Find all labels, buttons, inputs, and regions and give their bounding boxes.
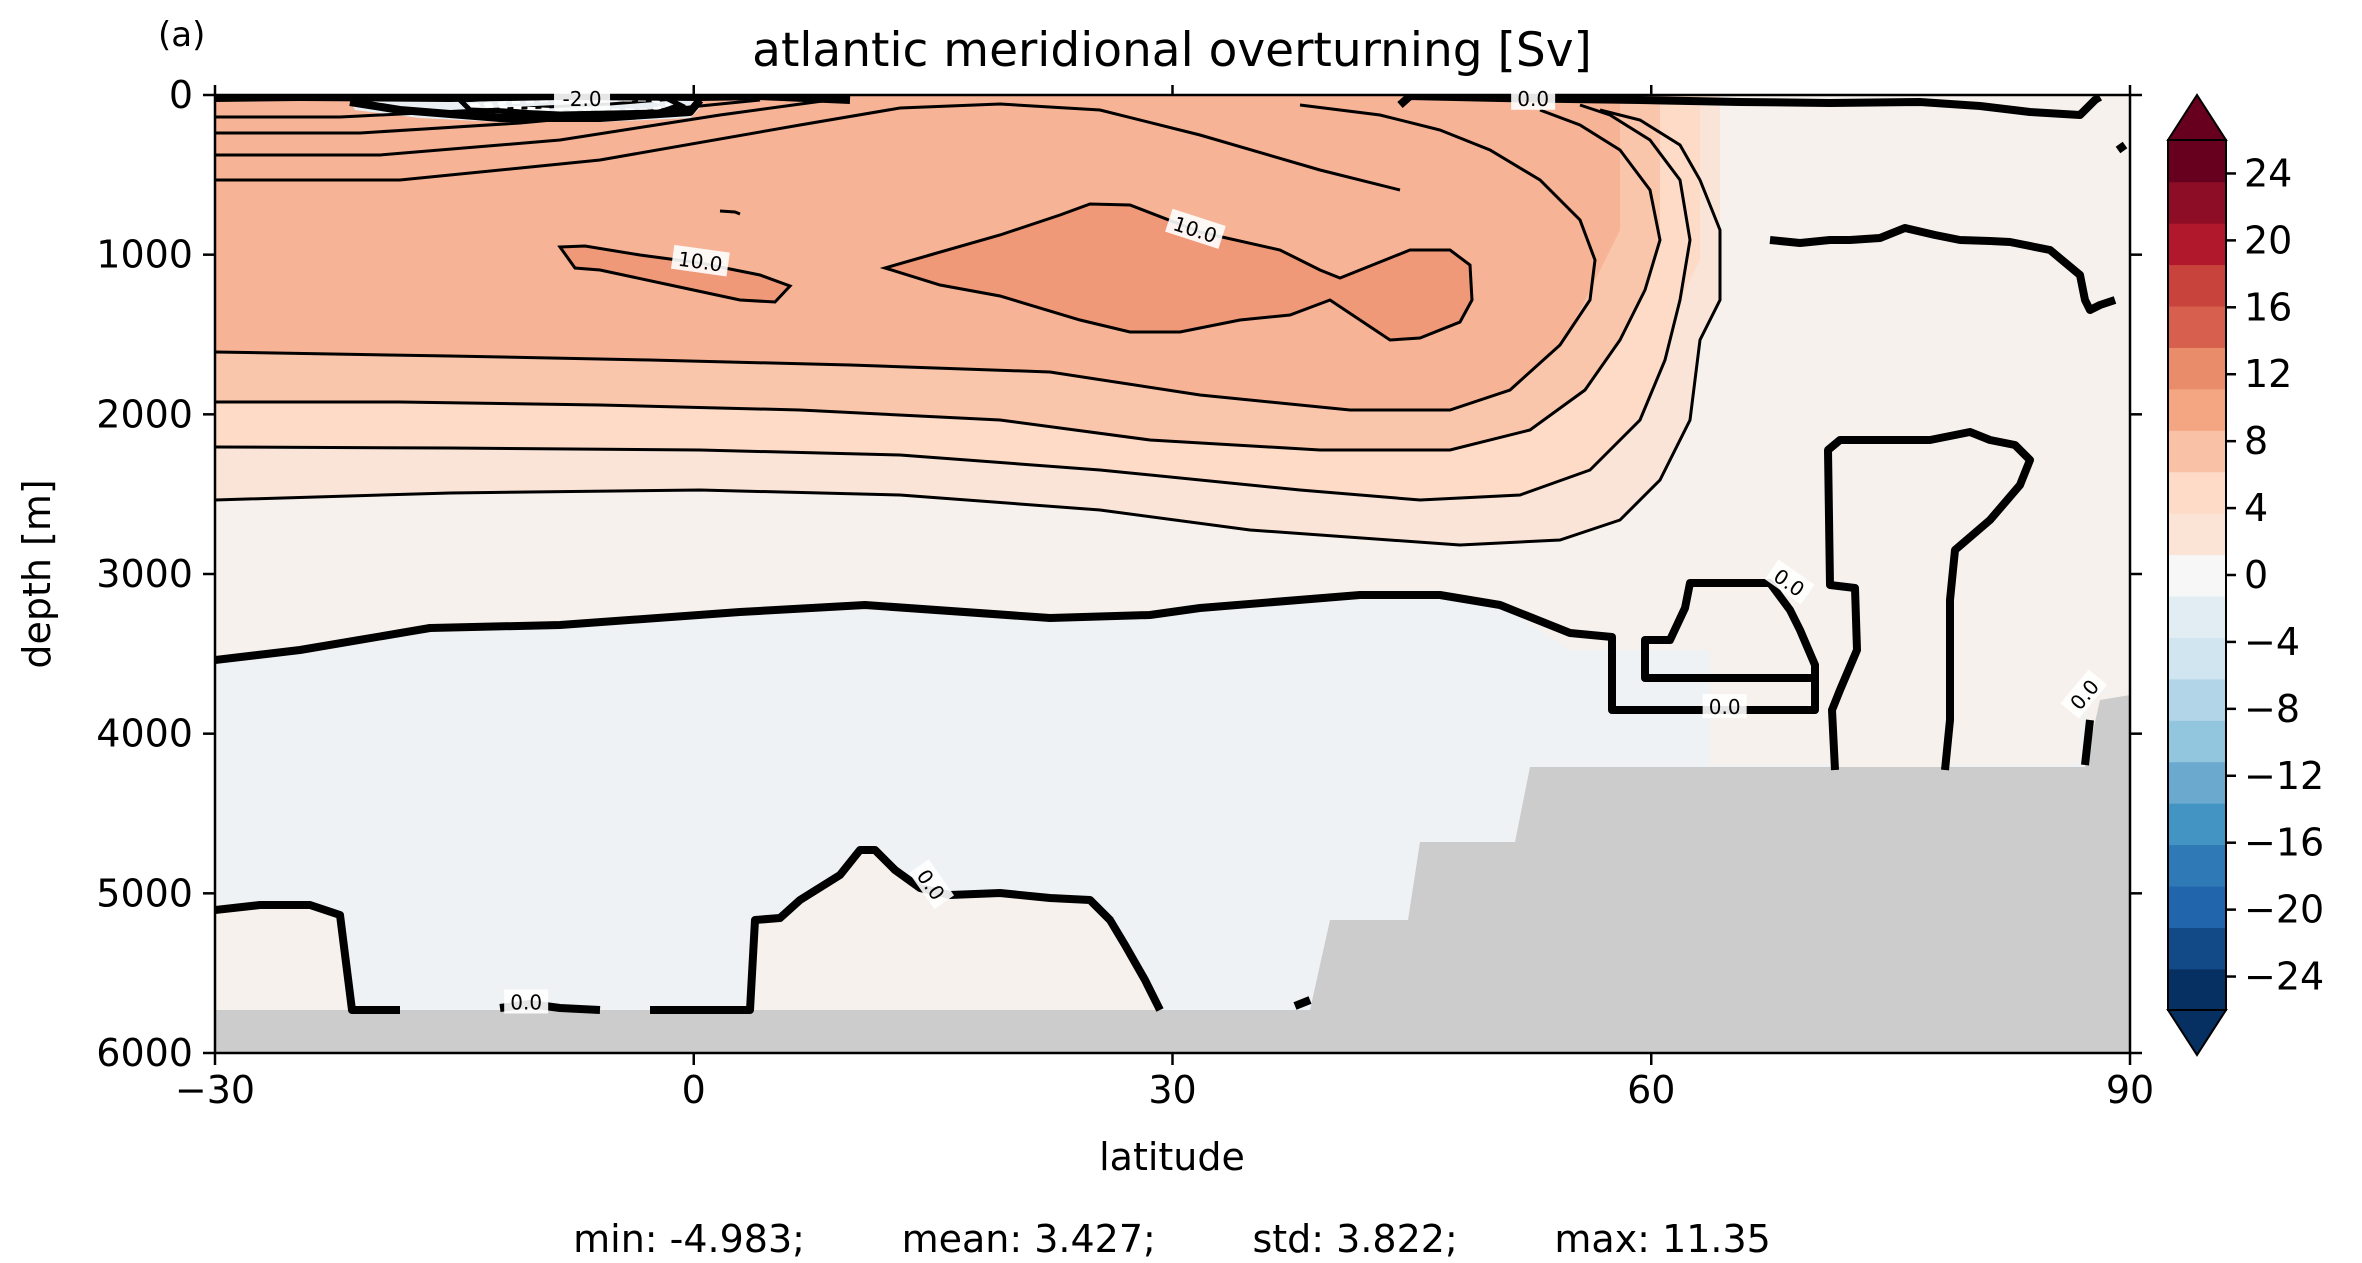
colorbar: 24 20 16 12 8 4 0 −4 −8 −12 −16 −20 −24 <box>2166 93 2324 1057</box>
deep-positive-cell <box>755 850 1160 1010</box>
contour-label-bg <box>1702 694 1747 719</box>
colorbar-tick-label: −4 <box>2244 620 2300 664</box>
colorbar-band <box>2168 554 2226 597</box>
colorbar-band <box>2168 388 2226 431</box>
x-tick-label: −30 <box>175 1068 255 1112</box>
x-tick-label: 60 <box>1627 1068 1675 1112</box>
x-axis-label: latitude <box>1099 1135 1245 1179</box>
contour-label-text: -2.0 <box>563 87 602 111</box>
y-tick-label: 4000 <box>96 712 193 756</box>
colorbar-band <box>2168 430 2226 473</box>
colorbar-band <box>2168 885 2226 928</box>
contour-band-10 <box>885 204 1472 340</box>
y-tick-label: 1000 <box>96 233 193 277</box>
colorbar-tick-label: 12 <box>2244 352 2292 396</box>
colorbar-band <box>2168 140 2226 183</box>
colorbar-tick-label: −16 <box>2244 821 2324 865</box>
contour-label: 0.0 <box>1702 694 1747 719</box>
colorbar-band <box>2168 761 2226 804</box>
contour-label-bg <box>1511 85 1556 110</box>
colorbar-band <box>2168 968 2226 1011</box>
contour-label-bg <box>909 859 955 910</box>
y-axis: 0 1000 2000 3000 4000 5000 6000 <box>96 73 2142 1075</box>
contour-label-bg <box>1764 559 1815 605</box>
panel-label: (a) <box>158 15 205 55</box>
thin-contours <box>215 95 1722 547</box>
colorbar-band <box>2168 222 2226 266</box>
contour-label-bg <box>554 85 611 110</box>
colorbar-tick-label: −24 <box>2244 955 2324 999</box>
north-deep-positive <box>1828 432 2030 770</box>
colorbar-band <box>2168 471 2226 514</box>
plot-area <box>215 95 2130 1053</box>
contour-band-10b <box>560 246 790 302</box>
colorbar-band <box>2168 347 2226 390</box>
colorbar-band <box>2168 720 2226 763</box>
zero-contours <box>215 95 2128 1014</box>
colorbar-band <box>2168 927 2226 970</box>
contour-label-bg <box>504 989 549 1014</box>
y-tick-label: 5000 <box>96 871 193 915</box>
colorbar-tick-label: −8 <box>2244 687 2300 731</box>
colorbar-band <box>2168 595 2226 638</box>
y-tick-label: 2000 <box>96 392 193 436</box>
colorbar-band <box>2168 181 2226 224</box>
contour-label-bg <box>2060 669 2108 719</box>
colorbar-tick-label: 8 <box>2244 419 2268 463</box>
colorbar-tick-label: −20 <box>2244 888 2324 932</box>
contour-label: 0.0 <box>2060 669 2108 719</box>
colorbar-band <box>2168 264 2226 307</box>
contour-label-text: 0.0 <box>1517 87 1549 111</box>
colorbar-extend-max <box>2166 93 2228 141</box>
colorbar-tick-label: 4 <box>2244 486 2268 530</box>
colorbar-tick-label: 0 <box>2244 553 2268 597</box>
land-mask <box>215 695 2130 1053</box>
x-tick-label: 30 <box>1148 1068 1196 1112</box>
contour-band-8 <box>215 95 1620 410</box>
colorbar-band <box>2168 678 2226 721</box>
contour-label: 0.0 <box>1511 85 1556 111</box>
colorbar-band <box>2168 512 2226 556</box>
chart-title: atlantic meridional overturning [Sv] <box>752 23 1592 78</box>
colorbar-band <box>2168 802 2226 846</box>
colorbar-tick-label: −12 <box>2244 754 2324 798</box>
contour-label-bg <box>1165 208 1226 249</box>
x-axis: −30 0 30 60 90 <box>175 85 2154 1112</box>
y-tick-label: 0 <box>169 73 193 117</box>
y-tick-label: 6000 <box>96 1031 193 1075</box>
deep-positive-cell-left <box>215 905 352 1010</box>
colorbar-tick-label: 24 <box>2244 151 2292 195</box>
contour-label: 0.0 <box>504 989 549 1015</box>
y-axis-label: depth [m] <box>15 479 59 668</box>
x-tick-label: 0 <box>682 1068 706 1112</box>
x-tick-label: 90 <box>2106 1068 2154 1112</box>
colorbar-tick-label: 16 <box>2244 285 2292 329</box>
contour-label: -2.0 <box>554 85 611 111</box>
y-tick-label: 3000 <box>96 552 193 596</box>
contour-label-text: 0.0 <box>510 991 542 1015</box>
stats-line: min: -4.983; mean: 3.427; std: 3.822; ma… <box>573 1217 1771 1261</box>
colorbar-extend-min <box>2166 1009 2228 1057</box>
colorbar-band <box>2168 305 2226 348</box>
colorbar-tick-label: 20 <box>2244 218 2292 262</box>
contour-label-bg <box>671 244 730 277</box>
colorbar-band <box>2168 844 2226 887</box>
negative-contour <box>454 95 687 117</box>
contour-label-text: 0.0 <box>1709 695 1741 719</box>
colorbar-band <box>2168 637 2226 680</box>
